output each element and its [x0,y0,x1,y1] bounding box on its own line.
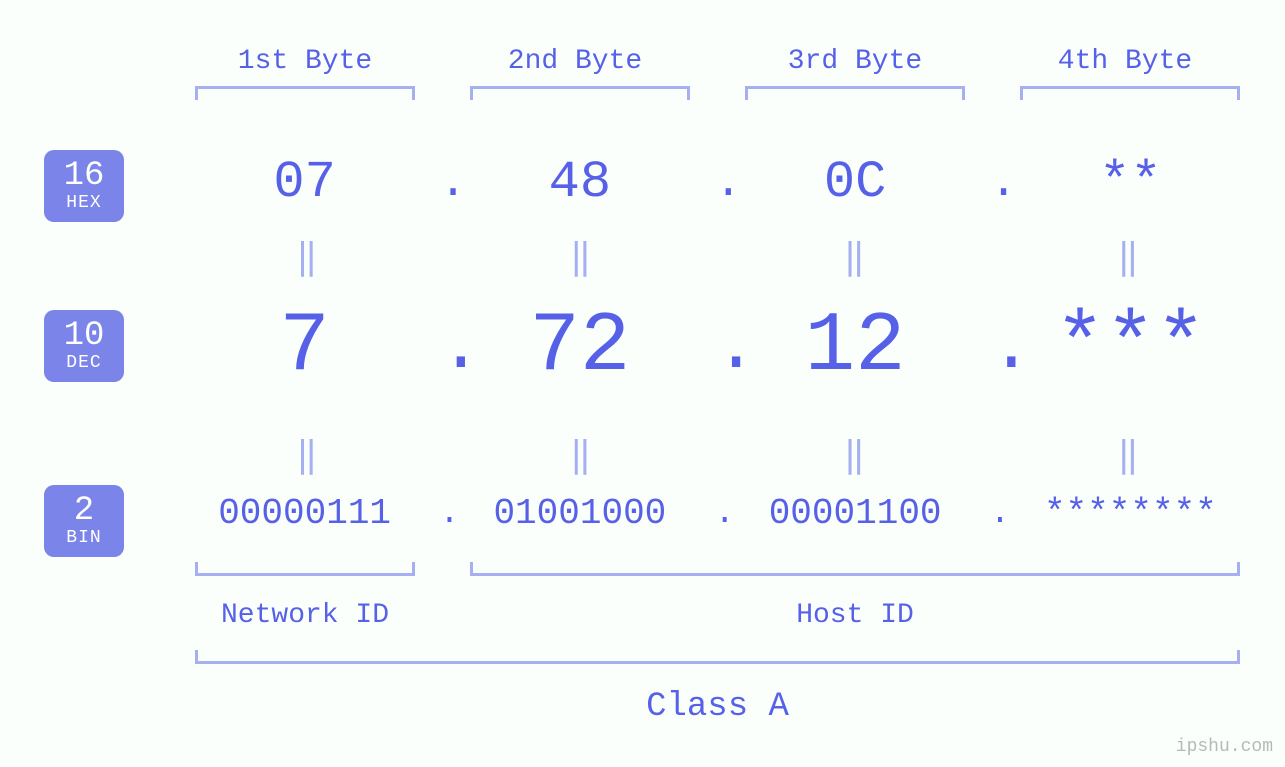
equals-icon: ‖ [170,236,444,279]
bracket-class [195,650,1240,664]
hex-byte-3: 0C [721,153,990,212]
bin-byte-4: ******** [996,493,1265,534]
row-hex: 07 . 48 . 0C . ** [170,153,1265,212]
equals-row-2: ‖ ‖ ‖ ‖ [170,434,1265,477]
dec-byte-3: 12 [721,300,990,395]
hex-byte-1: 07 [170,153,439,212]
byte-header-2: 2nd Byte [475,46,675,77]
network-id-label: Network ID [195,600,415,631]
equals-icon: ‖ [444,236,718,279]
bracket-host [470,562,1240,576]
row-dec: 7 . 72 . 12 . *** [170,300,1265,395]
equals-icon: ‖ [718,434,992,477]
hex-byte-2: 48 [445,153,714,212]
dec-byte-1: 7 [170,300,439,395]
badge-bin-num: 2 [44,494,124,530]
equals-icon: ‖ [444,434,718,477]
byte-header-4: 4th Byte [1025,46,1225,77]
equals-icon: ‖ [718,236,992,279]
equals-icon: ‖ [991,434,1265,477]
bracket-byte-2 [470,86,690,100]
badge-dec-num: 10 [44,319,124,355]
dec-byte-4: *** [996,300,1265,395]
bin-byte-3: 00001100 [721,493,990,534]
bracket-byte-3 [745,86,965,100]
badge-hex-num: 16 [44,159,124,195]
badge-bin-label: BIN [44,529,124,548]
ip-diagram: 1st Byte 2nd Byte 3rd Byte 4th Byte 16 H… [0,0,1285,767]
badge-hex-label: HEX [44,194,124,213]
watermark: ipshu.com [1176,737,1273,757]
host-id-label: Host ID [470,600,1240,631]
row-bin: 00000111 . 01001000 . 00001100 . *******… [170,493,1265,534]
byte-header-1: 1st Byte [205,46,405,77]
equals-icon: ‖ [170,434,444,477]
bracket-byte-4 [1020,86,1240,100]
bracket-byte-1 [195,86,415,100]
bin-byte-2: 01001000 [445,493,714,534]
byte-header-3: 3rd Byte [755,46,955,77]
badge-dec-label: DEC [44,354,124,373]
badge-dec: 10 DEC [44,310,124,382]
equals-row-1: ‖ ‖ ‖ ‖ [170,236,1265,279]
bracket-network [195,562,415,576]
bin-byte-1: 00000111 [170,493,439,534]
badge-bin: 2 BIN [44,485,124,557]
dec-byte-2: 72 [445,300,714,395]
hex-byte-4: ** [996,153,1265,212]
class-label: Class A [195,688,1240,726]
badge-hex: 16 HEX [44,150,124,222]
equals-icon: ‖ [991,236,1265,279]
